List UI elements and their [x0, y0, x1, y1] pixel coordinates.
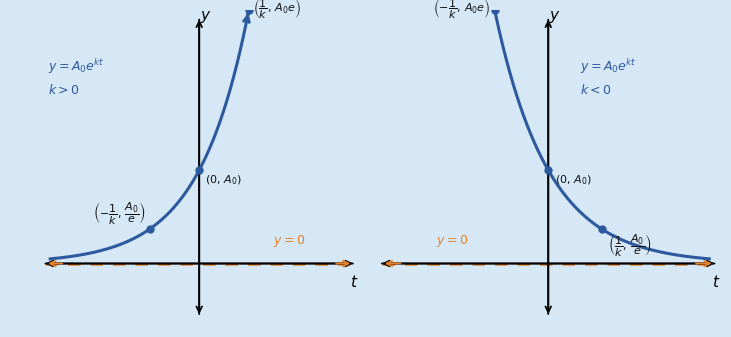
Text: $y$: $y$: [550, 9, 561, 25]
Text: $y = 0$: $y = 0$: [273, 233, 305, 249]
Text: $y$: $y$: [200, 9, 211, 25]
Text: $t$: $t$: [350, 274, 358, 290]
Text: $\left(-\dfrac{1}{k},\,A_0 e\right)$: $\left(-\dfrac{1}{k},\,A_0 e\right)$: [433, 0, 491, 22]
Text: $(0,\,A_0)$: $(0,\,A_0)$: [555, 174, 592, 187]
Text: $y = 0$: $y = 0$: [436, 233, 468, 249]
Text: $y = A_0 e^{kt}$
$k < 0$: $y = A_0 e^{kt}$ $k < 0$: [580, 57, 637, 97]
Text: $(0,\,A_0)$: $(0,\,A_0)$: [205, 174, 243, 187]
Text: $t$: $t$: [711, 274, 720, 290]
Text: $\left(\dfrac{1}{k},\,\dfrac{A_0}{e}\right)$: $\left(\dfrac{1}{k},\,\dfrac{A_0}{e}\rig…: [608, 233, 652, 258]
Text: $\left(-\dfrac{1}{k},\,\dfrac{A_0}{e}\right)$: $\left(-\dfrac{1}{k},\,\dfrac{A_0}{e}\ri…: [93, 200, 145, 226]
Text: $\left(\dfrac{1}{k},\,A_0 e\right)$: $\left(\dfrac{1}{k},\,A_0 e\right)$: [253, 0, 301, 22]
Text: $y = A_0 e^{kt}$
$k > 0$: $y = A_0 e^{kt}$ $k > 0$: [48, 57, 105, 97]
